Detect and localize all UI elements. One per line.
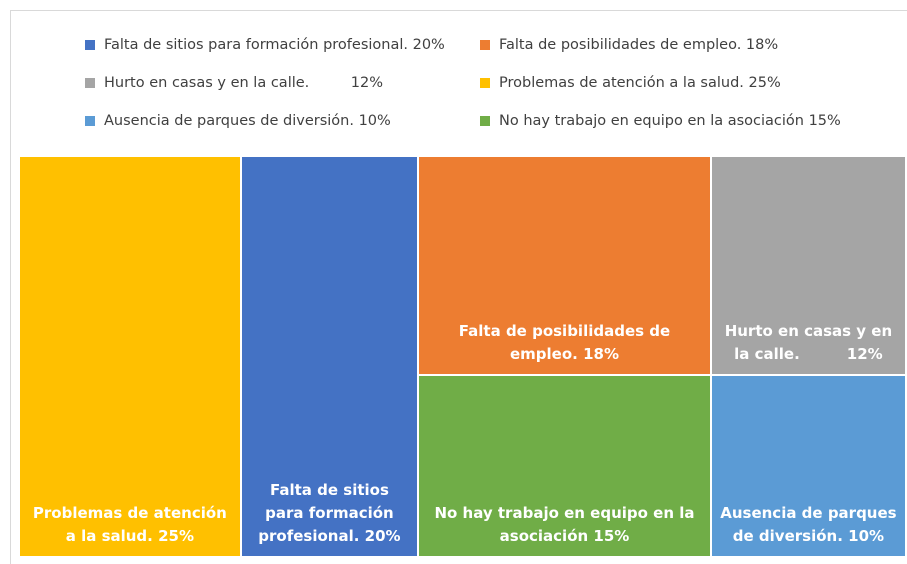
legend-entry: Problemas de atención a la salud. 25% <box>480 75 781 91</box>
tile-label: Hurto en casas y en la calle. 12% <box>724 321 898 363</box>
treemap-tile: Falta de sitios para formación profesion… <box>241 157 418 556</box>
legend-label: Ausencia de parques de diversión. 10% <box>104 113 391 129</box>
legend-swatch <box>85 78 95 88</box>
tile-label: Falta de posibilidades de empleo. 18% <box>458 321 676 363</box>
legend-entry: Ausencia de parques de diversión. 10% <box>85 113 391 129</box>
treemap-tile: Falta de posibilidades de empleo. 18% <box>419 157 710 374</box>
legend-entry: Hurto en casas y en la calle. 12% <box>85 75 383 91</box>
treemap-tile: Hurto en casas y en la calle. 12% <box>711 157 905 374</box>
legend-entry: Falta de posibilidades de empleo. 18% <box>480 37 778 53</box>
legend-swatch <box>85 40 95 50</box>
legend-label: Falta de sitios para formación profesion… <box>104 37 445 53</box>
tile-label: Problemas de atención a la salud. 25% <box>32 504 233 545</box>
tile-label: Ausencia de parques de diversión. 10% <box>720 503 902 545</box>
legend-swatch <box>480 78 490 88</box>
tile-label: No hay trabajo en equipo en la asociació… <box>434 503 700 545</box>
legend-label: Falta de posibilidades de empleo. 18% <box>499 37 779 53</box>
legend-swatch <box>480 116 490 126</box>
treemap-tile: Ausencia de parques de diversión. 10% <box>711 375 905 556</box>
legend-swatch <box>85 116 95 126</box>
legend-entry: No hay trabajo en equipo en la asociació… <box>480 113 841 129</box>
legend-label: Hurto en casas y en la calle. 12% <box>104 75 383 91</box>
treemap-tile: No hay trabajo en equipo en la asociació… <box>419 375 710 556</box>
tile-label: Falta de sitios para formación profesion… <box>258 481 401 545</box>
chart-frame <box>10 10 907 564</box>
legend-label: No hay trabajo en equipo en la asociació… <box>499 113 841 129</box>
treemap-tile: Problemas de atención a la salud. 25% <box>20 157 240 556</box>
legend-label: Problemas de atención a la salud. 25% <box>499 75 781 91</box>
legend-entry: Falta de sitios para formación profesion… <box>85 37 445 53</box>
legend-swatch <box>480 40 490 50</box>
